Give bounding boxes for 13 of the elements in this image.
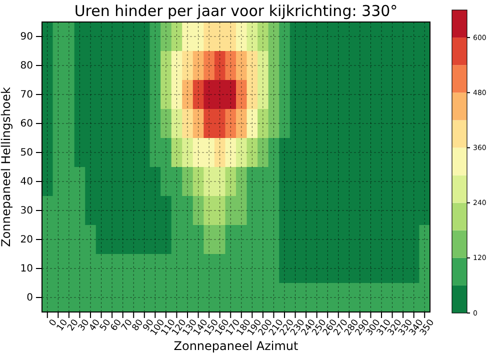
y-tick-label: 90 [20, 32, 33, 43]
y-tick-label: 70 [20, 90, 33, 101]
y-tick-label: 0 [26, 292, 33, 304]
y-tick-label: 20 [20, 234, 33, 246]
chart-title: Uren hinder per jaar voor kijkrichting: 330° [74, 2, 398, 20]
y-tick-label: 40 [20, 176, 33, 188]
x-axis-title: Zonnepaneel Azimut [174, 339, 299, 353]
y-tick-label: 50 [20, 148, 33, 159]
y-axis-title: Zonnepaneel Hellingshoek [0, 87, 13, 247]
y-tick-label: 30 [20, 206, 33, 217]
y-tick-label: 10 [20, 264, 33, 275]
y-tick-label: 60 [20, 118, 33, 130]
y-tick-label: 80 [20, 60, 33, 72]
